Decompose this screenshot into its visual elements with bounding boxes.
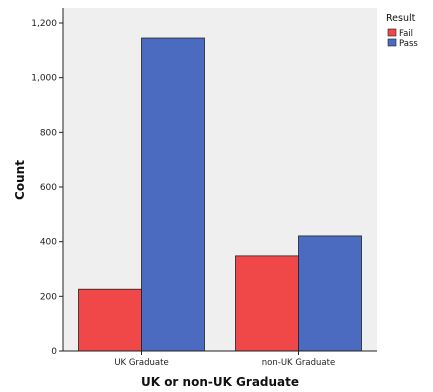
x-axis-title: UK or non-UK Graduate bbox=[141, 375, 299, 389]
y-tick-label: 200 bbox=[40, 292, 57, 302]
y-tick-label: 400 bbox=[40, 238, 57, 248]
bar-fail-0 bbox=[78, 288, 142, 352]
bars-group bbox=[78, 37, 362, 352]
x-categories-group: UK Graduate non-UK Graduate bbox=[114, 351, 335, 368]
y-tick-label: 1,200 bbox=[31, 19, 57, 29]
legend-title: Result bbox=[386, 13, 416, 24]
axes-group bbox=[62, 8, 377, 352]
y-tick-label: 600 bbox=[40, 183, 57, 193]
legend-label-fail: Fail bbox=[399, 29, 413, 39]
legend-swatch-fail bbox=[387, 28, 397, 37]
bar-pass-0 bbox=[141, 37, 205, 352]
y-tick-label: 0 bbox=[51, 347, 57, 357]
legend-label-pass: Pass bbox=[399, 39, 418, 49]
y-axis-title: Count bbox=[13, 160, 27, 200]
x-tick-label: UK Graduate bbox=[114, 358, 168, 368]
y-tick-label: 1,000 bbox=[31, 74, 57, 84]
bar-pass-1 bbox=[298, 235, 362, 352]
x-tick-label: non-UK Graduate bbox=[262, 358, 335, 368]
y-tick-label: 800 bbox=[40, 128, 57, 138]
y-ticks-group: 0 200 400 600 800 1,000 1,200 bbox=[31, 19, 63, 357]
bar-fail-1 bbox=[235, 255, 299, 352]
legend-swatch-pass bbox=[387, 38, 397, 47]
